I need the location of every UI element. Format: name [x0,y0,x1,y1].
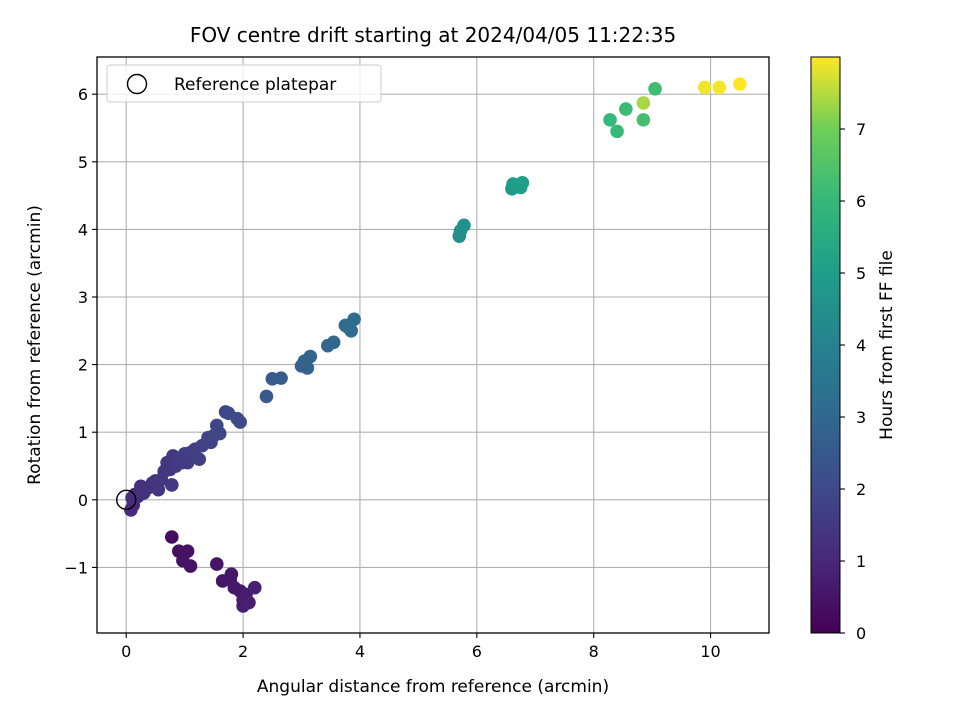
y-axis-label: Rotation from reference (arcmin) [25,205,45,485]
x-tick-label: 2 [238,642,248,661]
x-tick-label: 10 [700,642,720,661]
data-point [192,452,207,467]
data-point [326,335,341,350]
colorbar-ticks: 0 1 2 3 4 5 6 7 [840,120,866,643]
data-point [242,595,256,610]
colorbar-tick-label: 4 [856,336,866,355]
colorbar-tick-label: 3 [856,408,866,427]
data-point [732,77,747,91]
colorbar-tick-label: 2 [856,480,866,499]
data-point [247,580,262,595]
data-point [183,559,198,573]
data-point [636,113,651,127]
y-tick-label: 1 [78,423,88,442]
colorbar: 0 1 2 3 4 5 6 7 Hours from first FF file [810,56,897,643]
y-tick-label: 2 [78,356,88,375]
data-point [648,81,662,96]
data-point [224,567,239,581]
colorbar-label: Hours from first FF file [877,250,897,440]
x-tick-label: 4 [355,642,365,661]
grid-lines [97,57,769,633]
data-point [212,426,227,441]
x-tick-label: 8 [589,642,599,661]
data-point [259,389,274,404]
colorbar-gradient [810,56,841,634]
colorbar-tick-label: 6 [856,192,866,211]
y-tick-label: −1 [64,558,88,577]
y-tick-label: 5 [78,153,88,172]
legend-box [106,64,382,103]
y-tick-label: 6 [78,85,88,104]
data-point [515,175,530,190]
data-point [619,102,633,116]
data-point [610,124,624,139]
colorbar-tick-label: 5 [856,264,866,283]
y-axis-ticks: −1 0 1 2 3 4 5 6 [64,85,97,577]
plot-frame [96,56,770,634]
x-axis-label: Angular distance from reference (arcmin) [257,677,609,697]
data-point [457,218,471,233]
y-tick-label: 4 [78,220,88,239]
y-tick-label: 0 [78,491,88,510]
data-point [347,312,361,327]
data-point [303,349,318,364]
reference-platepar-marker [116,489,137,511]
data-point [164,530,179,544]
data-point [274,371,288,385]
data-points [116,77,747,613]
x-axis-ticks: 0 2 4 6 8 10 [121,633,721,661]
data-point [636,96,651,110]
colorbar-tick-label: 7 [856,120,866,139]
data-point [603,113,617,127]
data-point [344,324,358,338]
x-tick-label: 6 [472,642,482,661]
data-point [233,415,247,429]
data-point [712,80,727,95]
data-point [164,478,179,492]
data-point [209,557,224,571]
legend-label: Reference platepar [174,75,336,95]
colorbar-tick-label: 0 [856,624,866,643]
y-tick-label: 3 [78,288,88,307]
x-tick-label: 0 [121,642,131,661]
data-point [697,80,712,95]
legend: Reference platepar [106,64,382,103]
legend-reference-marker [126,73,148,95]
chart-title: FOV centre drift starting at 2024/04/05 … [190,23,676,47]
data-point [300,361,315,375]
colorbar-tick-label: 1 [856,552,866,571]
